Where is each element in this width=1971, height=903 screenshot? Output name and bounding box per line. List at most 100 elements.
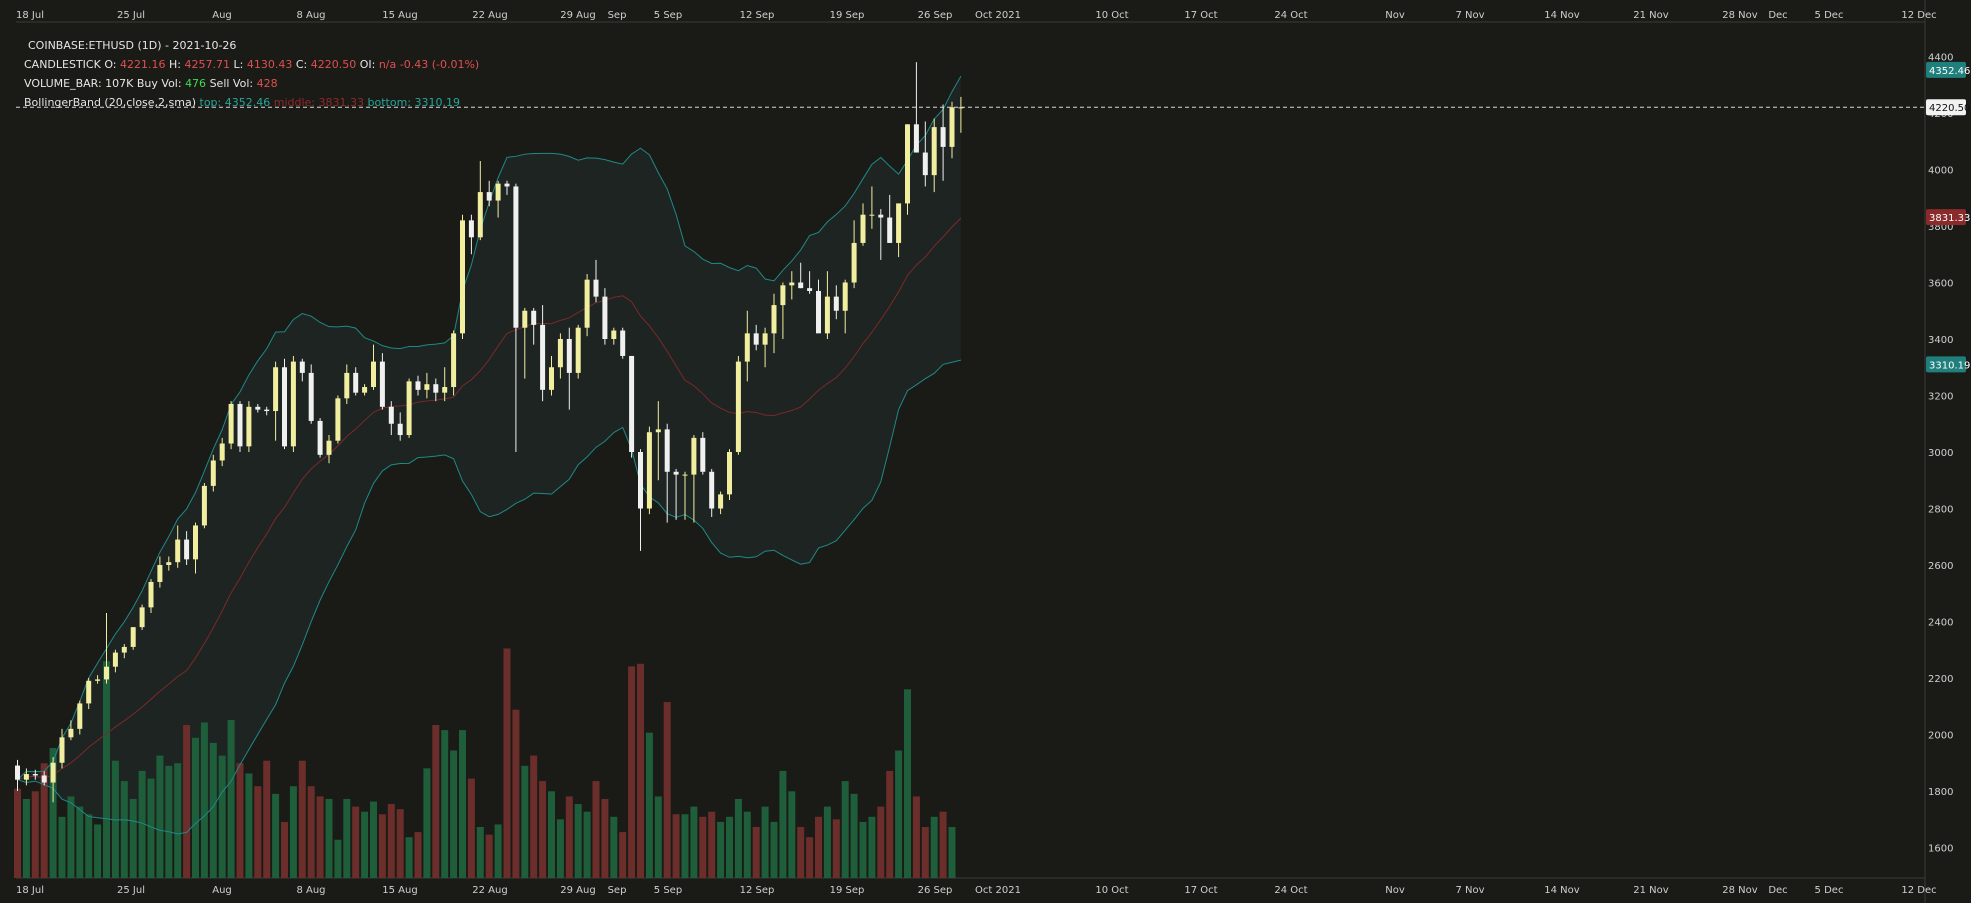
- candle-body: [397, 423, 403, 436]
- volume-bar: [120, 781, 128, 878]
- oi-label: OI:: [359, 58, 376, 71]
- volume-bar: [877, 806, 885, 878]
- bollinger-legend: BollingerBand (20,close,2,sma) top: 4352…: [24, 93, 479, 112]
- last-price-badge: 4220.50: [1926, 99, 1970, 116]
- volume-bar: [423, 768, 431, 878]
- volume-bar: [476, 827, 484, 878]
- volume-bar: [823, 806, 831, 878]
- candle-body: [104, 666, 109, 680]
- volume-bar: [22, 798, 30, 878]
- volume-bar: [405, 837, 413, 878]
- volume-bar: [565, 796, 573, 878]
- middle-band-badge-text: 3831.33: [1929, 213, 1970, 224]
- volume-bar: [681, 814, 689, 878]
- sell-vol-label: Sell Vol:: [209, 77, 254, 90]
- volume-bar: [637, 663, 644, 878]
- volume-bar: [129, 798, 137, 878]
- volume-bar: [289, 786, 297, 878]
- volume-bar: [556, 819, 564, 878]
- volume-bar: [521, 765, 529, 878]
- x-tick-label-bottom: Aug: [212, 885, 232, 896]
- candle-body: [878, 214, 884, 218]
- candle-body: [753, 333, 759, 345]
- candle-body: [433, 384, 439, 393]
- volume-bar: [904, 689, 911, 878]
- volume-bar: [254, 786, 262, 878]
- bb-middle-label: middle:: [273, 96, 316, 109]
- candle-body: [798, 282, 804, 289]
- candle-body: [95, 679, 101, 681]
- candle-body: [415, 381, 421, 390]
- volume-bar: [316, 796, 324, 878]
- middle-band-badge: 3831.33: [1926, 209, 1970, 226]
- candle-body: [922, 152, 928, 176]
- volume-bar: [921, 827, 929, 878]
- volume-bar: [343, 798, 351, 878]
- y-tick-label: 3000: [1928, 448, 1953, 459]
- upper-band-badge: 4352.46: [1926, 61, 1970, 78]
- upper-band-badge-bg: [1926, 61, 1966, 78]
- candle-body: [468, 220, 474, 238]
- x-tick-label-top: 12 Sep: [740, 10, 775, 21]
- x-tick-label-top: 12 Dec: [1901, 10, 1936, 21]
- candle-body: [762, 333, 768, 345]
- candle-body: [602, 296, 608, 339]
- x-tick-label-bottom: Dec: [1768, 885, 1787, 896]
- upper-band-badge-text: 4352.46: [1929, 66, 1970, 77]
- x-tick-label-top: 29 Aug: [560, 10, 595, 21]
- volume-bar: [307, 786, 315, 878]
- x-tick-label-top: 21 Nov: [1633, 10, 1669, 21]
- candle-body: [15, 765, 20, 780]
- candle-body: [317, 420, 323, 455]
- candle-body: [691, 437, 697, 475]
- volume-bar: [138, 770, 146, 878]
- volume-bar: [779, 770, 787, 878]
- candle-body: [477, 192, 483, 238]
- volume-bar: [539, 781, 547, 878]
- volume-bar: [859, 821, 867, 878]
- x-axis: 18 Jul 18 Jul 25 Jul 25 Jul Aug Aug 8 Aug 8 Aug…: [16, 10, 1937, 896]
- volume-bar: [378, 814, 386, 878]
- candle-body: [388, 406, 394, 424]
- volume-bars: [14, 648, 956, 878]
- x-tick-label-bottom: 17 Oct: [1184, 885, 1217, 896]
- x-tick-label-top: 18 Jul: [16, 10, 44, 21]
- volume-bar: [245, 773, 253, 878]
- volume-bar: [797, 827, 805, 878]
- volume-bar: [708, 811, 716, 878]
- candle-body: [816, 290, 821, 334]
- y-tick-label: 1800: [1928, 787, 1953, 798]
- candle-body: [940, 127, 946, 147]
- bollinger-lower-line: [17, 359, 962, 835]
- x-tick-label-bottom: 8 Aug: [296, 885, 325, 896]
- x-tick-label-bottom: 12 Dec: [1901, 885, 1936, 896]
- volume-bar: [361, 811, 369, 878]
- lower-band-badge: 3310.19: [1926, 356, 1970, 373]
- x-tick-label-top: 19 Sep: [830, 10, 865, 21]
- volume-bar: [156, 755, 164, 878]
- candle-body: [460, 220, 465, 334]
- y-tick-label: 3600: [1928, 279, 1953, 290]
- y-axis: 1600 1800 2000 2200 2400 2600 2800 3000 3200 3400…: [1928, 53, 1953, 855]
- candle-body: [157, 565, 163, 582]
- candle-body: [424, 384, 430, 390]
- y-tick-label: 4400: [1928, 53, 1953, 64]
- candlestick-legend: CANDLESTICK O: 4221.16 H: 4257.71 L: 413…: [24, 55, 479, 74]
- volume-bar: [183, 725, 191, 878]
- candle-body: [824, 296, 830, 334]
- volume-bar: [752, 827, 760, 878]
- volume-bar: [174, 763, 182, 878]
- candle-body: [264, 409, 270, 412]
- volume-bar: [734, 798, 742, 878]
- y-tick-label: 1600: [1928, 844, 1953, 855]
- x-tick-label-bottom: Oct 2021: [975, 885, 1021, 896]
- x-tick-label-bottom: 5 Dec: [1815, 885, 1844, 896]
- volume-bar: [912, 796, 920, 878]
- volume-bar: [841, 781, 849, 878]
- x-tick-label-bottom: 12 Sep: [740, 885, 775, 896]
- low-value: 4130.43: [246, 58, 293, 71]
- candle-body: [575, 327, 581, 373]
- candle-body: [148, 581, 154, 608]
- candle-body: [50, 762, 56, 783]
